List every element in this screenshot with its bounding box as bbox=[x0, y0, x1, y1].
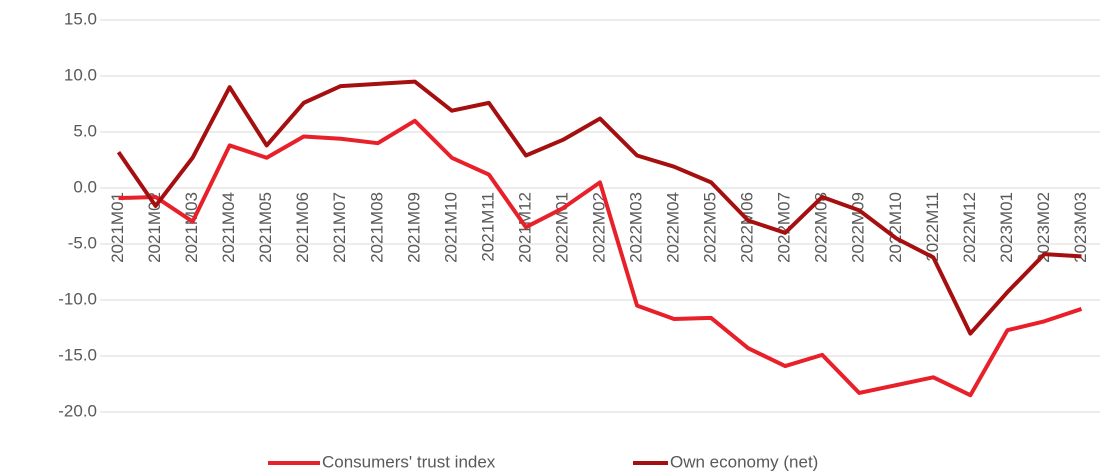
x-tick-label: 2022M12 bbox=[960, 192, 979, 263]
x-tick-label: 2021M09 bbox=[404, 192, 423, 263]
series-line bbox=[116, 79, 1082, 336]
y-tick-label: 5.0 bbox=[73, 121, 97, 140]
x-tick-label: 2021M01 bbox=[108, 192, 127, 263]
x-tick-label: 2022M02 bbox=[589, 192, 608, 263]
x-tick-label: 2021M02 bbox=[145, 192, 164, 263]
x-tick-label: 2022M06 bbox=[738, 192, 757, 263]
x-tick-label: 2021M11 bbox=[478, 192, 497, 262]
x-tick-label: 2021M03 bbox=[182, 192, 201, 263]
y-tick-label: 15.0 bbox=[64, 9, 97, 28]
legend-label: Own economy (net) bbox=[670, 452, 818, 471]
x-tick-label: 2021M05 bbox=[256, 192, 275, 263]
x-tick-label: 2021M08 bbox=[367, 192, 386, 263]
x-tick-label: 2022M07 bbox=[775, 192, 794, 263]
x-tick-label: 2021M04 bbox=[219, 192, 238, 263]
legend-label: Consumers' trust index bbox=[322, 452, 496, 471]
y-tick-label: -20.0 bbox=[58, 401, 97, 420]
y-tick-label: 0.0 bbox=[73, 177, 97, 196]
series-line bbox=[118, 118, 1083, 398]
x-tick-label: 2023M03 bbox=[1071, 192, 1090, 263]
x-tick-label: 2021M10 bbox=[441, 192, 460, 263]
x-tick-label: 2022M09 bbox=[849, 192, 868, 263]
x-tick-label: 2022M11 bbox=[923, 192, 942, 262]
x-tick-label: 2023M02 bbox=[1034, 192, 1053, 263]
x-tick-label: 2023M01 bbox=[997, 192, 1016, 263]
y-tick-label: -15.0 bbox=[58, 345, 97, 364]
x-tick-label: 2022M04 bbox=[664, 192, 683, 263]
x-tick-label: 2022M05 bbox=[701, 192, 720, 263]
x-tick-label: 2022M10 bbox=[886, 192, 905, 263]
y-tick-label: 10.0 bbox=[64, 65, 97, 84]
x-tick-label: 2021M07 bbox=[330, 192, 349, 263]
y-tick-label: -5.0 bbox=[68, 233, 97, 252]
x-tick-label: 2022M08 bbox=[812, 192, 831, 263]
x-tick-label: 2022M03 bbox=[627, 192, 646, 263]
x-tick-label: 2021M06 bbox=[293, 192, 312, 263]
y-tick-label: -10.0 bbox=[58, 289, 97, 308]
